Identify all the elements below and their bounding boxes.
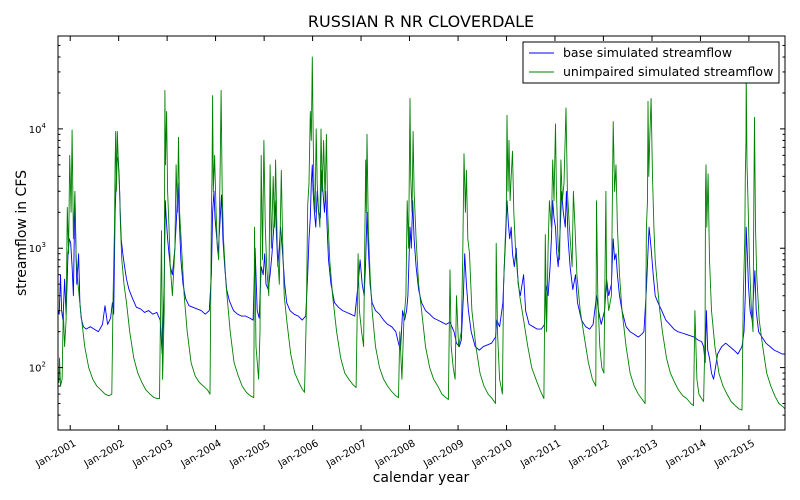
plot-frame-bg [58,36,785,430]
y-tick-label-exponent: 4 [42,122,47,130]
y-tick-label: 104 [29,122,47,136]
y-tick-label-exponent: 2 [42,361,46,369]
legend: base simulated streamflow unimpaired sim… [522,41,780,84]
series-group [58,56,785,411]
chart-title: RUSSIAN R NR CLOVERDALE [308,12,534,31]
y-tick-label-base: 10 [29,125,42,136]
legend-label-unimpaired: unimpaired simulated streamflow [563,64,773,79]
y-tick-label-exponent: 3 [42,241,46,249]
y-tick-label: 102 [29,361,46,375]
y-tick-label: 103 [29,241,46,255]
legend-box [522,41,780,84]
y-axis-label: streamflow in CFS [14,170,30,296]
y-tick-label-base: 10 [29,244,42,255]
plot-frame [57,35,786,431]
series-line-unimpaired [58,56,785,411]
y-tick-label-base: 10 [29,364,42,375]
x-axis-label: calendar year [373,470,470,486]
legend-label-base: base simulated streamflow [563,45,732,60]
plot-area [57,35,786,431]
